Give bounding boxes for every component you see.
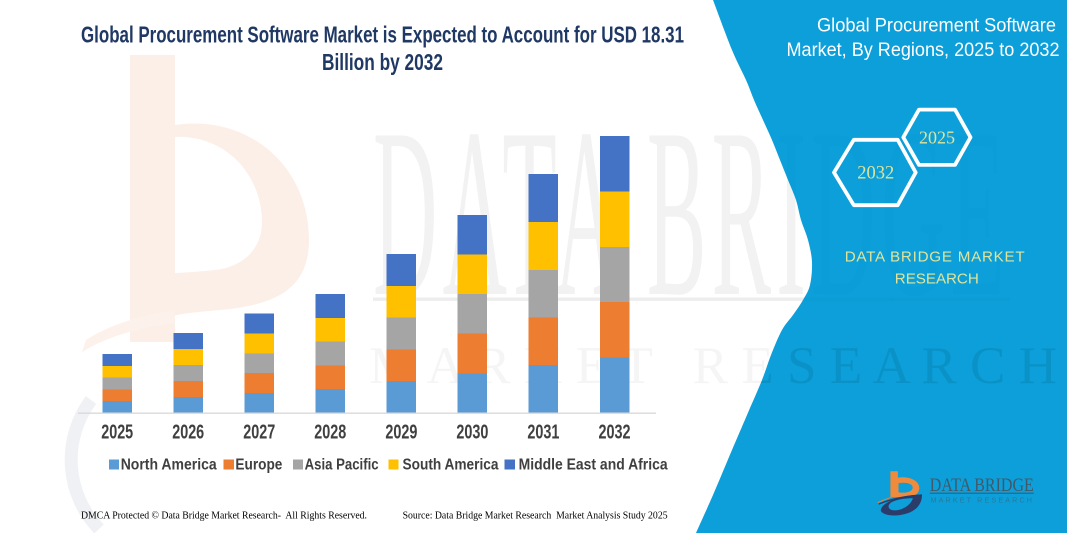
svg-text:MARKET RESEARCH: MARKET RESEARCH xyxy=(931,495,1033,504)
svg-text:Market, By Regions, 2025 to 20: Market, By Regions, 2025 to 2032 xyxy=(787,39,1060,61)
svg-text:Source: Data Bridge Market Res: Source: Data Bridge Market Research Mark… xyxy=(403,511,668,522)
svg-text:RESEARCH: RESEARCH xyxy=(895,271,979,288)
svg-text:Global Procurement Software: Global Procurement Software xyxy=(817,15,1056,37)
svg-text:2025: 2025 xyxy=(919,128,955,148)
svg-text:2025: 2025 xyxy=(101,422,133,444)
svg-text:2032: 2032 xyxy=(599,422,631,444)
svg-text:DATA BRIDGE MARKET: DATA BRIDGE MARKET xyxy=(845,249,1025,266)
svg-text:DATA BRIDGE: DATA BRIDGE xyxy=(930,475,1034,496)
svg-text:Middle East and Africa: Middle East and Africa xyxy=(519,457,668,474)
svg-text:North America: North America xyxy=(121,457,217,474)
svg-text:Global Procurement Software Ma: Global Procurement Software Market is Ex… xyxy=(81,22,684,48)
svg-text:Asia Pacific: Asia Pacific xyxy=(305,457,379,474)
svg-text:Billion by 2032: Billion by 2032 xyxy=(322,49,443,75)
svg-text:2026: 2026 xyxy=(172,422,204,444)
svg-text:Europe: Europe xyxy=(235,457,282,474)
svg-text:2027: 2027 xyxy=(243,422,275,444)
svg-text:2028: 2028 xyxy=(314,422,346,444)
svg-text:2032: 2032 xyxy=(857,164,894,184)
svg-text:2031: 2031 xyxy=(527,422,559,444)
svg-text:DMCA Protected © Data Bridge M: DMCA Protected © Data Bridge Market Rese… xyxy=(81,511,367,522)
svg-text:2029: 2029 xyxy=(385,422,417,444)
svg-text:South America: South America xyxy=(403,457,499,474)
svg-text:2030: 2030 xyxy=(456,422,488,444)
